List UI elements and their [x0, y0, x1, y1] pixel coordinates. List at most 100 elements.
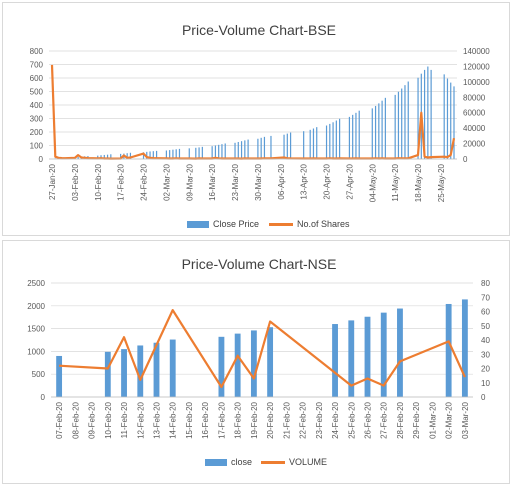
nse-left-axis: 0 500 1000 1500 2000 2500 [27, 279, 45, 402]
nse-close-bar [121, 349, 127, 397]
nse-x-tick-label: 29-Feb-20 [412, 401, 421, 438]
bse-chart-title: Price-Volume Chart-BSE [182, 22, 336, 38]
bse-price-bar [106, 154, 109, 159]
bse-left-tick-label: 300 [30, 115, 44, 124]
bse-x-tick-label: 23-Mar-20 [231, 163, 240, 200]
bse-price-bar [237, 141, 239, 159]
bse-price-bar [329, 123, 331, 159]
bse-right-tick-label: 120000 [463, 62, 490, 71]
nse-close-bar [169, 339, 176, 397]
bse-right-tick-label: 40000 [463, 124, 486, 133]
bse-legend-bar-swatch [187, 221, 209, 228]
nse-left-tick-label: 2000 [27, 302, 45, 311]
nse-close-bar [445, 303, 452, 397]
nse-right-tick-label: 0 [481, 393, 486, 402]
bse-price-bar [234, 142, 236, 159]
bse-price-bar [427, 66, 429, 159]
nse-left-tick-label: 1500 [27, 325, 45, 334]
bse-left-tick-label: 700 [30, 61, 44, 70]
bse-price-bar [446, 78, 449, 159]
bse-x-tick-label: 09-Mar-20 [185, 163, 194, 200]
bse-x-tick-label: 27-Jan-20 [48, 163, 57, 200]
bse-price-bar [374, 105, 377, 159]
bse-x-tick-label: 30-Mar-20 [254, 163, 263, 200]
bse-price-bar [77, 156, 79, 159]
nse-x-tick-label: 08-Feb-20 [71, 401, 80, 438]
bse-price-bar [332, 122, 334, 159]
bse-chart: Price-Volume Chart-BSE 0 100 200 300 400 500 6… [30, 22, 491, 229]
bse-price-bar [283, 134, 285, 159]
bse-price-bar [316, 127, 318, 159]
bse-price-bar [443, 74, 445, 159]
bse-price-bar [401, 88, 403, 159]
nse-x-tick-label: 24-Feb-20 [331, 401, 340, 438]
bse-price-bar [355, 112, 357, 159]
bse-line [50, 64, 456, 160]
bse-price-bar [339, 118, 341, 159]
nse-right-tick-label: 40 [481, 336, 490, 345]
nse-close-bar [332, 324, 338, 397]
bse-left-tick-label: 800 [30, 47, 44, 56]
bse-chart-panel: Price-Volume Chart-BSE 0 100 200 300 400 500 6… [2, 2, 510, 236]
bse-price-bar [120, 153, 122, 159]
nse-x-tick-label: 28-Feb-20 [396, 401, 405, 438]
nse-right-tick-label: 50 [481, 322, 490, 331]
bse-x-tick-label: 27-Apr-20 [345, 163, 354, 199]
bse-price-bar [309, 129, 311, 159]
bse-gridlines [49, 50, 457, 160]
bse-left-axis: 0 100 200 300 400 500 600 700 800 [30, 47, 44, 164]
bse-x-tick-label: 20-Apr-20 [323, 163, 332, 199]
nse-close-bar [56, 355, 63, 397]
bse-x-tick-label: 18-May-20 [414, 163, 423, 202]
nse-volume-line [59, 308, 466, 389]
bse-price-bar [195, 147, 197, 159]
nse-left-tick-label: 500 [32, 370, 46, 379]
nse-close-bar [267, 327, 274, 397]
nse-close-bar [234, 333, 241, 397]
nse-x-tick-label: 26-Feb-20 [364, 401, 373, 438]
nse-right-tick-label: 10 [481, 379, 490, 388]
bse-price-bar [211, 146, 213, 159]
bse-price-bar [201, 146, 203, 159]
nse-x-tick-label: 12-Feb-20 [136, 401, 145, 438]
bse-price-bar [169, 150, 171, 159]
bse-right-tick-label: 100000 [463, 78, 490, 87]
bse-price-bar [247, 139, 249, 159]
bse-price-bar [384, 97, 386, 159]
bse-x-tick-label: 13-Apr-20 [300, 163, 309, 199]
nse-right-tick-label: 70 [481, 293, 490, 302]
bse-price-bar [381, 100, 383, 159]
nse-right-tick-label: 60 [481, 308, 490, 317]
nse-x-tick-label: 09-Feb-20 [88, 401, 97, 438]
bse-left-tick-label: 600 [30, 74, 44, 83]
bse-price-bar [146, 151, 148, 159]
bse-price-bar [394, 94, 396, 159]
bse-price-bar [260, 137, 262, 159]
nse-gridlines [51, 282, 473, 398]
nse-line [59, 308, 466, 389]
bse-price-bar [172, 149, 174, 159]
bse-x-tick-label: 06-Apr-20 [277, 163, 286, 199]
nse-left-tick-label: 1000 [27, 347, 45, 356]
nse-left-tick-label: 0 [41, 393, 46, 402]
nse-legend-bar-label: close [231, 457, 252, 467]
nse-x-tick-label: 27-Feb-20 [380, 401, 389, 438]
bse-price-bar [417, 77, 419, 159]
nse-x-axis: 07-Feb-20 08-Feb-20 09-Feb-20 10-Feb-20 11-F… [51, 396, 473, 439]
bse-x-tick-label: 24-Feb-20 [140, 163, 149, 200]
nse-close-bar [137, 345, 144, 397]
nse-legend-line-label: VOLUME [289, 457, 327, 467]
bse-price-bar [155, 150, 158, 159]
nse-close-bar [461, 299, 468, 397]
bse-price-bar [165, 150, 167, 159]
nse-close-bar [380, 312, 387, 397]
bse-right-tick-label: 80000 [463, 93, 486, 102]
bse-price-bar [335, 120, 337, 159]
bse-bars [54, 66, 455, 159]
nse-legend-bar-swatch [205, 459, 227, 466]
bse-left-tick-label: 500 [30, 88, 44, 97]
nse-x-tick-label: 07-Feb-20 [55, 401, 64, 438]
bse-x-tick-label: 04-May-20 [368, 163, 377, 202]
nse-x-tick-label: 01-Mar-20 [428, 401, 437, 438]
bse-price-bar [103, 154, 105, 159]
